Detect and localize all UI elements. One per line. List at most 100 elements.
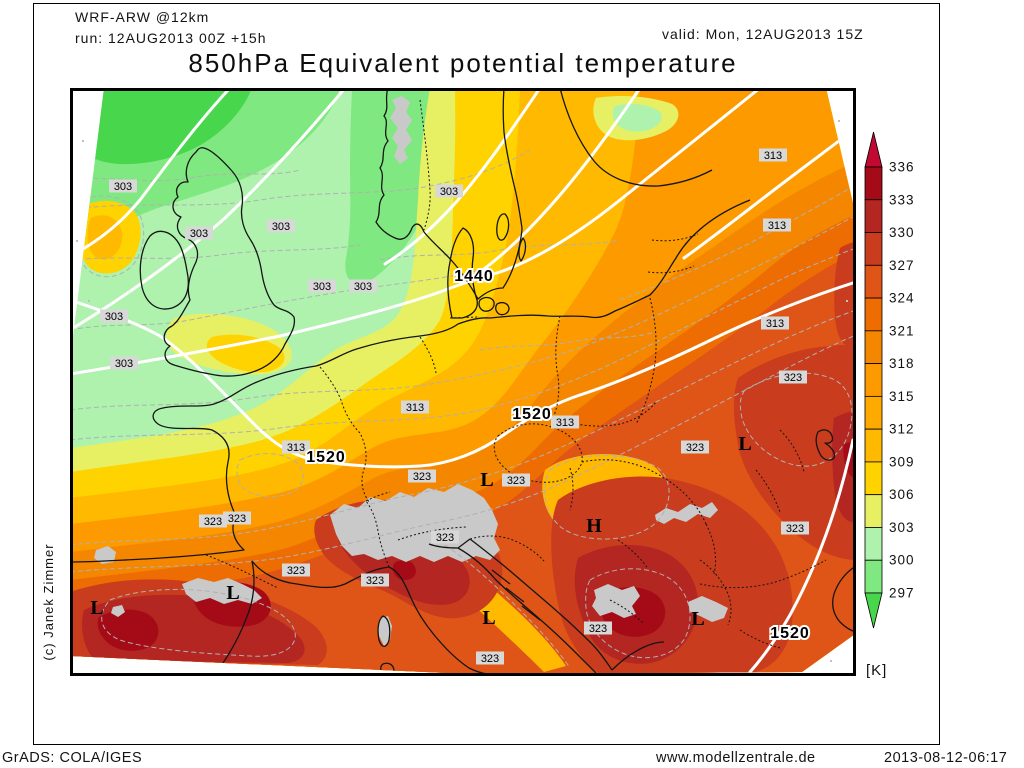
colorbar-tick-label: 336 — [889, 160, 915, 175]
colorbar-segment — [864, 494, 883, 528]
thetae-contour-label: 303 — [109, 179, 137, 193]
svg-text:313: 313 — [406, 402, 424, 414]
thetae-contour-label: 313 — [759, 148, 787, 162]
thetae-contour-label: 303 — [267, 219, 295, 233]
colorbar-tick-label: 318 — [889, 356, 915, 371]
outer-border — [33, 3, 940, 745]
page-title: 850hPa Equivalent potential temperature — [188, 48, 738, 78]
weather-map: 303 303 303 303 303 303 303 303 313 313 313 313 313 3… — [70, 88, 856, 676]
map-labels: 303 303 303 303 303 303 303 303 313 313 313 313 313 3… — [90, 148, 811, 665]
colorbar-tick-label: 324 — [889, 291, 915, 306]
svg-text:313: 313 — [287, 442, 305, 454]
colorbar-segment — [864, 461, 883, 496]
pressure-center-marker: L — [90, 597, 103, 619]
thetae-contour-label: 323 — [502, 473, 530, 487]
svg-text:323: 323 — [366, 575, 384, 587]
colorbar-tick-label: 312 — [889, 422, 915, 437]
colorbar-arrow-bottom — [864, 592, 883, 629]
colorbar-tick-label: 303 — [889, 520, 915, 535]
colorbar-segment — [864, 199, 883, 233]
thetae-contour-label: 323 — [681, 440, 709, 454]
svg-text:303: 303 — [114, 181, 132, 193]
colorbar-tick-label: 297 — [889, 586, 915, 601]
projection-edge-specks — [76, 120, 848, 662]
temperature-field — [70, 88, 855, 674]
svg-text:313: 313 — [766, 318, 784, 330]
colorbar-tick-label: 306 — [889, 487, 915, 502]
thetae-contour-label: 313 — [761, 316, 789, 330]
thetae-contour-label: 303 — [349, 279, 377, 293]
svg-text:313: 313 — [556, 417, 574, 429]
svg-text:303: 303 — [313, 281, 331, 293]
thetae-contour-label: 323 — [779, 370, 807, 384]
colorbar-tick-label: 327 — [889, 258, 915, 273]
colorbar-tick-label: 330 — [889, 225, 915, 240]
colorbar-segment — [864, 297, 883, 332]
colorbar-segment — [864, 428, 883, 463]
thetae-contours — [70, 149, 855, 669]
pressure-center-marker: L — [738, 433, 751, 455]
height-contour-label: 1520 — [770, 625, 810, 642]
svg-text:313: 313 — [764, 150, 782, 162]
run-label: run: 12AUG2013 00Z +15h — [75, 30, 267, 46]
svg-text:323: 323 — [784, 372, 802, 384]
thetae-contour-label: 323 — [584, 621, 612, 635]
pressure-center-marker: H — [586, 515, 602, 537]
country-borders — [205, 99, 827, 649]
grads-credit: GrADS: COLA/IGES — [2, 750, 143, 766]
thetae-contour-label: 313 — [401, 400, 429, 414]
model-label: WRF-ARW @12km — [75, 9, 210, 25]
svg-text:323: 323 — [287, 565, 305, 577]
copyright-credit: (c) Janek Zimmer — [41, 543, 56, 661]
svg-text:323: 323 — [228, 513, 246, 525]
creation-timestamp: 2013-08-12-06:17 — [884, 750, 1008, 766]
colorbar-segment — [864, 264, 883, 299]
svg-text:323: 323 — [481, 653, 499, 665]
thetae-contour-label: 323 — [282, 563, 310, 577]
colorbar-tick-label: 315 — [889, 389, 915, 404]
height-contour-label: 1520 — [512, 406, 552, 423]
colorbar-arrow-top — [864, 131, 883, 168]
map-border — [70, 88, 856, 676]
thetae-contour-label: 323 — [781, 521, 809, 535]
valid-label: valid: Mon, 12AUG2013 15Z — [662, 26, 864, 42]
svg-text:313: 313 — [768, 220, 786, 232]
height-contour-label: 1440 — [454, 268, 494, 285]
svg-text:303: 303 — [105, 311, 123, 323]
thetae-contour-label: 323 — [223, 511, 251, 525]
height-contours — [70, 88, 855, 674]
svg-text:303: 303 — [354, 281, 372, 293]
svg-text:323: 323 — [413, 471, 431, 483]
thetae-contour-label: 323 — [408, 469, 436, 483]
colorbar-segment — [864, 395, 883, 430]
svg-text:303: 303 — [272, 221, 290, 233]
colorbar-segment — [864, 330, 883, 365]
thetae-contour-label: 303 — [435, 184, 463, 198]
colorbar-segment — [864, 527, 883, 561]
colorbar-tick-label: 321 — [889, 323, 915, 338]
colorbar-segment — [864, 559, 883, 594]
colorbar-units-label: [K] — [866, 662, 888, 679]
thetae-contour-label: 323 — [199, 514, 227, 528]
svg-text:303: 303 — [190, 228, 208, 240]
colorbar-tick-label: 309 — [889, 454, 915, 469]
svg-text:303: 303 — [115, 358, 133, 370]
pressure-center-marker: L — [482, 607, 495, 629]
thetae-contour-label: 303 — [185, 226, 213, 240]
thetae-contour-label: 313 — [551, 415, 579, 429]
colorbar-tick-label: 300 — [889, 553, 915, 568]
colorbar-tick-label: 333 — [889, 192, 915, 207]
svg-text:323: 323 — [507, 475, 525, 487]
svg-text:323: 323 — [686, 442, 704, 454]
pressure-center-marker: L — [691, 608, 704, 630]
thetae-contour-label: 303 — [100, 309, 128, 323]
website-label: www.modellzentrale.de — [656, 750, 816, 766]
thetae-contour-label: 323 — [361, 573, 389, 587]
thetae-contour-label: 323 — [431, 530, 459, 544]
thetae-contour-label: 303 — [110, 356, 138, 370]
colorbar: 336 333 330 327 324 321 318 315 312 309 306 303 300 2… — [860, 120, 940, 700]
svg-text:323: 323 — [786, 523, 804, 535]
colorbar-segment — [864, 166, 883, 201]
thetae-contour-label: 323 — [476, 651, 504, 665]
